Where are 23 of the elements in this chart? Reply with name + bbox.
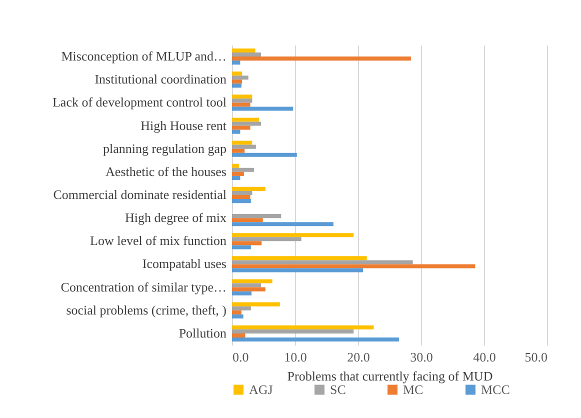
legend-label: MCC xyxy=(481,382,510,397)
x-tick-label: 40.0 xyxy=(473,350,496,364)
legend-label: SC xyxy=(330,382,346,397)
x-axis-title: Problems that currently facing of MUD xyxy=(287,368,493,384)
y-tick-label: High degree of mix xyxy=(125,210,227,226)
y-tick-label: Misconception of MLUP and… xyxy=(61,48,226,64)
x-tick-label: 30.0 xyxy=(410,350,433,364)
y-tick-label: Lack of development control tool xyxy=(52,94,227,110)
y-tick-label: Icompatabl uses xyxy=(142,256,226,272)
x-tick-label: 50.0 xyxy=(524,350,548,364)
x-tick-label: 20.0 xyxy=(347,350,370,364)
y-tick-label: Pollution xyxy=(178,325,227,340)
y-tick-label: Commercial dominate residential xyxy=(53,187,227,202)
y-tick-label: Aesthetic of the houses xyxy=(106,164,226,179)
y-tick-label: social problems (crime, theft, ) xyxy=(66,302,226,318)
y-tick-label: Concentration of similar type… xyxy=(60,279,226,294)
x-tick-label: 0.0 xyxy=(232,350,249,364)
y-tick-label: planning regulation gap xyxy=(103,140,226,156)
y-tick-label: Low level of mix function xyxy=(90,233,227,248)
y-tick-label: High House rent xyxy=(140,118,227,133)
x-tick-label: 10.0 xyxy=(284,350,307,364)
y-tick-label: Institutional coordination xyxy=(94,72,227,87)
legend-label: AGJ xyxy=(249,382,273,397)
